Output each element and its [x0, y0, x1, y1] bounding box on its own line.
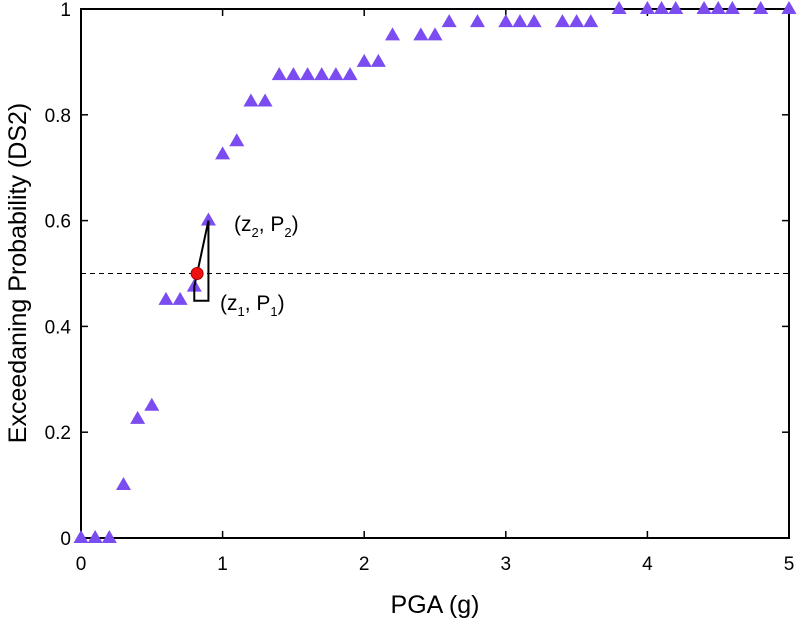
- interpolated-point: [190, 267, 204, 280]
- data-point-triangle: [654, 0, 670, 14]
- y-tick-label: 0: [60, 529, 71, 550]
- data-point-triangle: [498, 14, 514, 28]
- data-point-triangle: [271, 67, 287, 81]
- y-tick-label: 0.6: [45, 212, 71, 233]
- data-point-triangle: [583, 14, 599, 28]
- data-point-triangle: [73, 529, 89, 543]
- x-tick-label: 1: [217, 554, 228, 575]
- data-point-triangle: [115, 477, 131, 491]
- x-tick-label: 2: [359, 554, 370, 575]
- y-tick-label: 1: [60, 0, 71, 21]
- data-point-triangle: [356, 53, 372, 67]
- data-point-triangle: [314, 67, 330, 81]
- data-point-triangle: [144, 397, 160, 411]
- y-tick-label: 0.4: [45, 317, 72, 338]
- data-point-triangle: [200, 212, 216, 226]
- data-point-triangle: [257, 93, 273, 107]
- y-tick-label: 0.2: [45, 423, 71, 444]
- data-point-triangle: [569, 14, 585, 28]
- y-axis-title: Exceedaning Probability (DS2): [4, 103, 32, 443]
- data-point-triangle: [512, 14, 528, 28]
- data-point-triangle: [243, 93, 259, 107]
- data-point-triangle: [158, 291, 174, 305]
- data-point-triangle: [526, 14, 542, 28]
- data-point-triangle: [370, 53, 386, 67]
- data-point-triangle: [300, 67, 316, 81]
- data-point-triangle: [639, 0, 655, 14]
- data-point-triangle: [413, 27, 429, 41]
- interpolation-group: [190, 220, 210, 302]
- data-points: [73, 0, 797, 543]
- interpolation-triangle: [193, 220, 210, 302]
- data-point-triangle: [781, 0, 797, 14]
- data-point-triangle: [101, 529, 117, 543]
- annotation-z1-p1: (z1, P1): [220, 292, 285, 319]
- data-point-triangle: [285, 67, 301, 81]
- data-point-triangle: [611, 0, 627, 14]
- annotation-z2-p2: (z2, P2): [234, 213, 299, 240]
- x-tick-label: 5: [784, 554, 795, 575]
- data-point-triangle: [427, 27, 443, 41]
- x-axis-title: PGA (g): [391, 591, 480, 619]
- data-point-triangle: [130, 410, 146, 424]
- data-point-triangle: [441, 14, 457, 28]
- ticks: 0 1 2 3 4 5 0 0.2 0.4 0.6 0.8 1: [45, 0, 795, 575]
- data-point-triangle: [328, 67, 344, 81]
- data-point-triangle: [229, 133, 245, 147]
- data-point-triangle: [385, 27, 401, 41]
- data-point-triangle: [710, 0, 726, 14]
- data-point-triangle: [696, 0, 712, 14]
- data-point-triangle: [215, 146, 231, 160]
- data-point-triangle: [342, 67, 358, 81]
- y-tick-label: 0.8: [45, 106, 71, 127]
- data-point-triangle: [753, 0, 769, 14]
- data-point-triangle: [724, 0, 740, 14]
- x-tick-label: 0: [76, 554, 87, 575]
- data-point-triangle: [668, 0, 684, 14]
- x-tick-label: 4: [642, 554, 653, 575]
- data-point-triangle: [554, 14, 570, 28]
- data-point-triangle: [469, 14, 485, 28]
- data-point-triangle: [87, 529, 103, 543]
- data-point-triangle: [172, 291, 188, 305]
- x-tick-label: 3: [501, 554, 512, 575]
